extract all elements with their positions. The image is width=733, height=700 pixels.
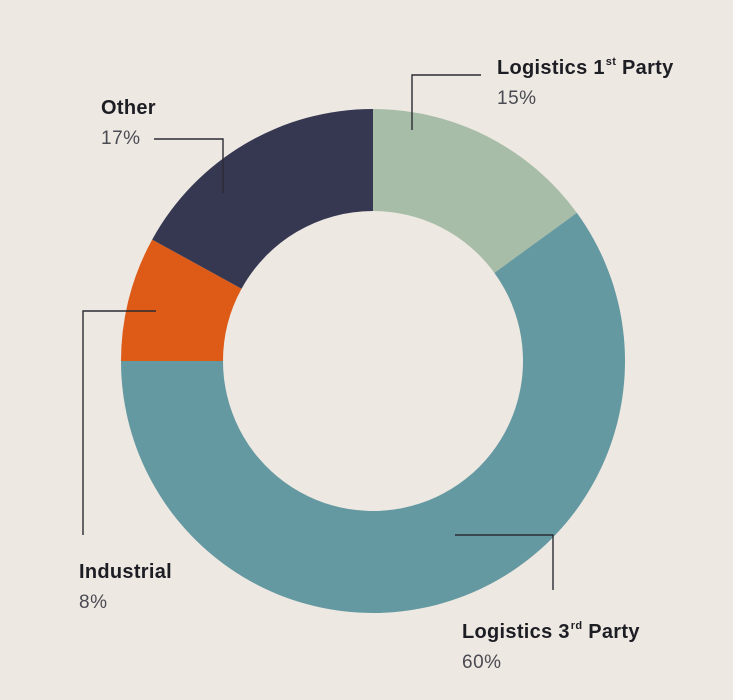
slice-name: Other [101,97,156,119]
leader-line-logistics-3rd [455,534,554,590]
slice-industrial [121,239,242,361]
label-industrial: Industrial 8% [79,560,172,614]
slice-percent: 17% [101,128,141,149]
leader-lines [82,74,554,590]
label-logistics-3rd-party: Logistics 3rd Party 60% [462,614,640,674]
slice-logistics-3rd-party [121,212,625,613]
slice-name: Logistics 1st Party [497,50,674,80]
slice-percent: 60% [462,652,502,673]
slice-name-superscript: rd [570,620,583,632]
label-other: Other 17% [101,96,156,150]
slice-name-tail: Party [616,57,674,79]
slice-percent: 15% [497,88,537,109]
donut-slices [121,109,625,613]
label-logistics-1st-party: Logistics 1st Party 15% [497,50,674,110]
slice-name-superscript: st [605,56,617,68]
leader-line-logistics-1st [411,74,481,130]
slice-name: Industrial [79,561,173,583]
leader-line-industrial [82,310,156,535]
slice-name: Logistics 3rd Party [462,614,640,644]
slice-other [152,109,373,289]
slice-name-base: Logistics 3 [462,621,570,643]
leader-line-other [154,138,224,193]
slice-percent: 8% [79,592,108,613]
slice-name-base: Logistics 1 [497,57,605,79]
slice-logistics-1st-party [373,109,577,273]
slice-name-tail: Party [582,621,640,643]
